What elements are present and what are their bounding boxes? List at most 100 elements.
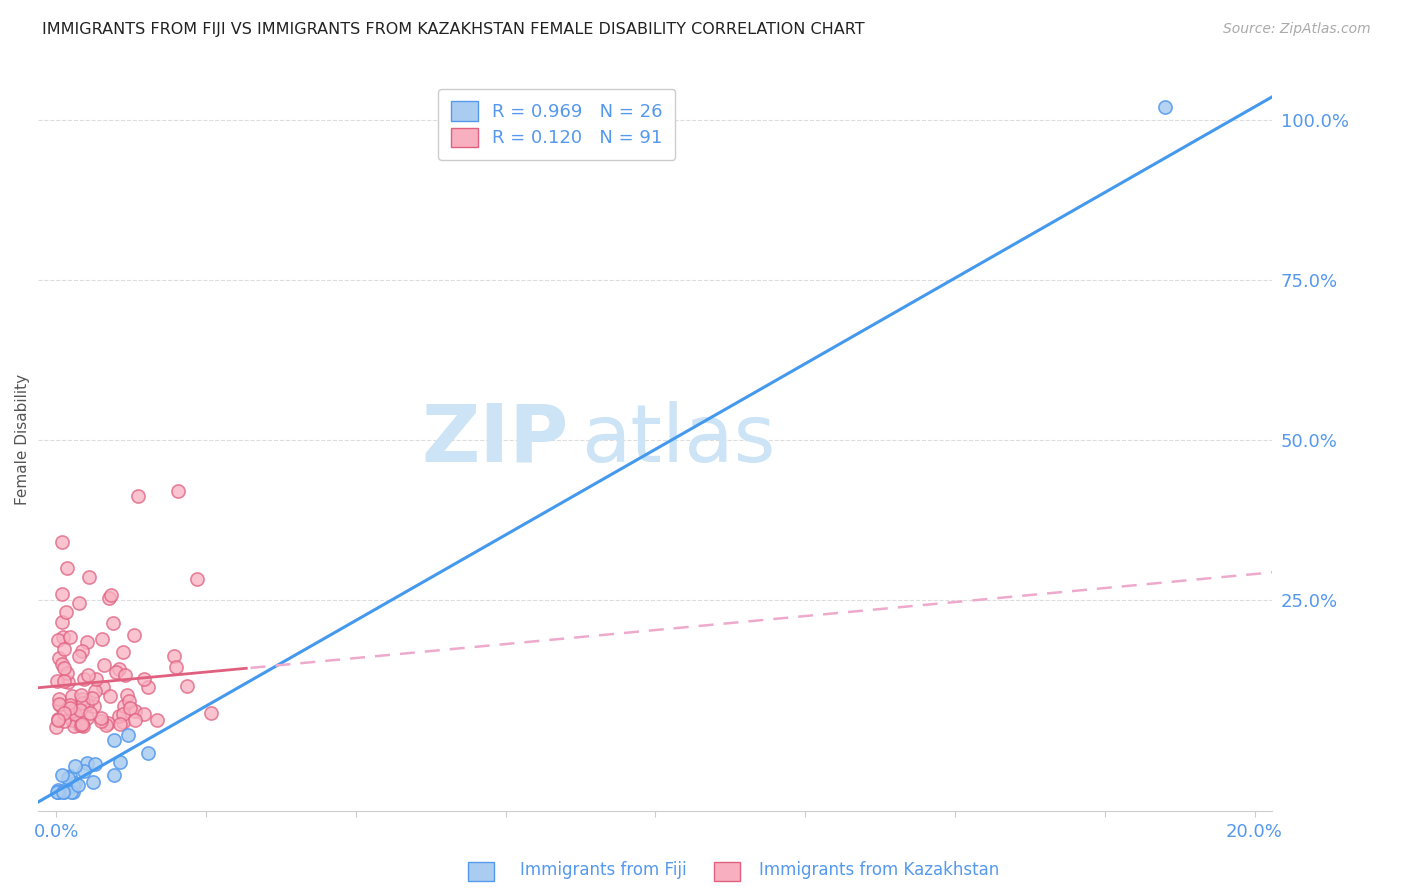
Point — [62, 779, 84, 793]
Point — [59, 769, 82, 783]
Point — [62, 704, 84, 718]
Point — [93, 680, 115, 694]
Y-axis label: Female Disability: Female Disability — [15, 374, 30, 505]
Point — [72, 644, 94, 658]
Point — [79, 706, 101, 720]
Point — [51, 615, 73, 629]
Point — [60, 704, 83, 718]
Point — [67, 648, 90, 663]
Point — [98, 591, 121, 605]
Point — [48, 697, 70, 711]
Text: atlas: atlas — [581, 401, 776, 479]
Point — [72, 719, 94, 733]
Point — [83, 684, 105, 698]
Point — [100, 588, 122, 602]
Point — [67, 596, 90, 610]
Point — [105, 665, 128, 680]
Point — [55, 605, 77, 619]
Point — [82, 774, 104, 789]
Point — [56, 561, 79, 575]
Point — [110, 755, 132, 769]
Point — [112, 699, 135, 714]
Point — [76, 756, 98, 770]
Point — [124, 704, 146, 718]
Point — [73, 672, 96, 686]
Point — [112, 714, 135, 729]
Point — [52, 714, 75, 728]
Point — [167, 483, 190, 498]
Point — [52, 641, 75, 656]
Point — [101, 616, 124, 631]
Point — [112, 645, 135, 659]
Point — [52, 784, 75, 798]
Point — [103, 733, 125, 747]
Point — [91, 632, 114, 647]
Text: ZIP: ZIP — [422, 401, 569, 479]
Point — [132, 672, 155, 686]
Point — [53, 706, 76, 720]
Point — [90, 711, 112, 725]
Point — [90, 714, 112, 728]
Point — [51, 768, 73, 782]
Point — [48, 692, 70, 706]
Point — [103, 768, 125, 782]
Point — [72, 716, 94, 731]
Point — [1153, 100, 1175, 114]
Point — [165, 660, 187, 674]
Point — [69, 688, 91, 702]
Text: Immigrants from Fiji: Immigrants from Fiji — [520, 861, 688, 879]
Point — [72, 764, 94, 779]
Point — [186, 572, 208, 586]
Text: IMMIGRANTS FROM FIJI VS IMMIGRANTS FROM KAZAKHSTAN FEMALE DISABILITY CORRELATION: IMMIGRANTS FROM FIJI VS IMMIGRANTS FROM … — [42, 22, 865, 37]
Point — [70, 692, 93, 706]
Point — [163, 648, 186, 663]
Point — [112, 706, 135, 721]
Point — [136, 746, 159, 760]
Point — [67, 717, 90, 731]
Point — [132, 707, 155, 722]
Point — [59, 631, 82, 645]
Point — [52, 630, 75, 644]
Point — [46, 633, 69, 648]
Point — [114, 668, 136, 682]
Point — [51, 587, 73, 601]
Text: Source: ZipAtlas.com: Source: ZipAtlas.com — [1223, 22, 1371, 37]
Point — [136, 681, 159, 695]
Point — [76, 635, 98, 649]
Point — [63, 775, 86, 789]
Point — [82, 691, 104, 706]
Point — [70, 718, 93, 732]
Point — [65, 758, 87, 772]
Point — [96, 718, 118, 732]
Point — [115, 688, 138, 702]
Point — [53, 783, 76, 797]
Point — [117, 694, 139, 708]
Point — [76, 711, 98, 725]
Point — [127, 489, 149, 503]
Point — [84, 672, 107, 686]
Point — [77, 570, 100, 584]
Point — [52, 784, 75, 798]
Point — [51, 534, 73, 549]
Point — [83, 698, 105, 713]
Point — [72, 696, 94, 710]
Point — [97, 715, 120, 730]
Point — [84, 756, 107, 771]
Point — [110, 716, 132, 731]
Point — [56, 665, 79, 680]
Point — [122, 627, 145, 641]
Point — [117, 728, 139, 742]
Point — [51, 657, 73, 671]
Point — [93, 658, 115, 673]
Point — [124, 713, 146, 727]
Point — [46, 713, 69, 727]
Point — [98, 689, 121, 703]
Point — [176, 679, 198, 693]
Point — [46, 784, 69, 798]
Point — [60, 689, 83, 703]
Point — [63, 706, 86, 721]
Point — [45, 784, 67, 798]
Point — [48, 650, 70, 665]
Point — [45, 674, 67, 689]
Point — [46, 782, 69, 797]
